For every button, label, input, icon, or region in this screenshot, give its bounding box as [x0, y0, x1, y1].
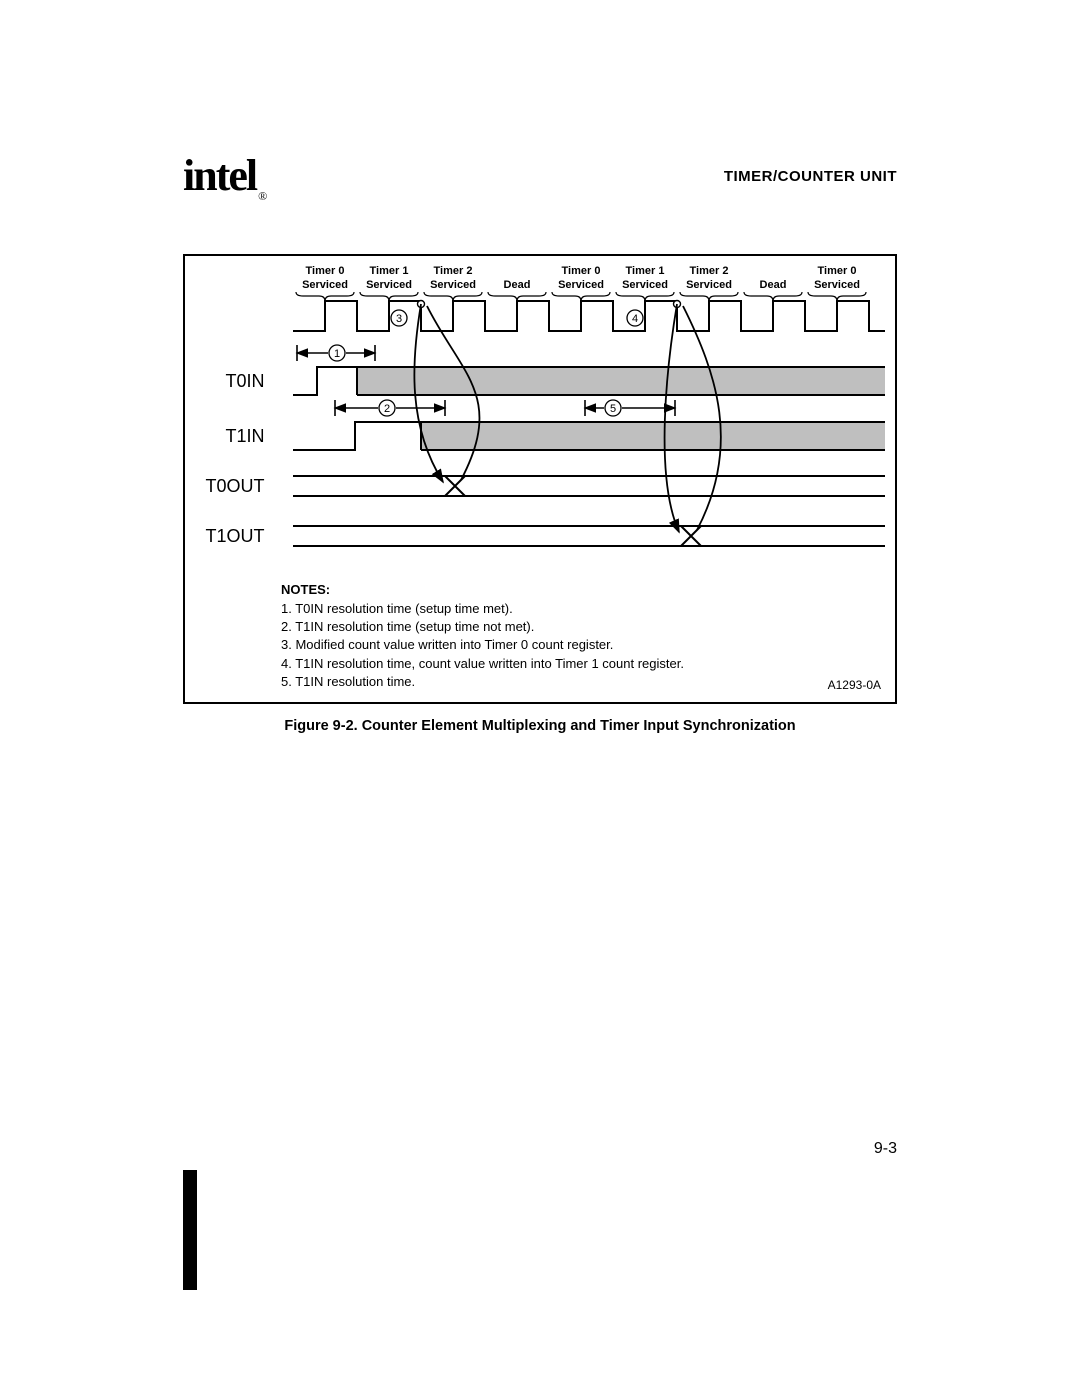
svg-text:T1IN: T1IN — [225, 426, 264, 446]
svg-text:T0OUT: T0OUT — [205, 476, 264, 496]
svg-text:Serviced: Serviced — [686, 279, 732, 291]
svg-text:5: 5 — [610, 403, 616, 415]
svg-text:Dead: Dead — [504, 279, 531, 291]
note-item: 2. T1IN resolution time (setup time not … — [281, 618, 684, 636]
svg-text:T0IN: T0IN — [225, 371, 264, 391]
svg-text:Timer 1: Timer 1 — [626, 265, 665, 277]
svg-text:Serviced: Serviced — [430, 279, 476, 291]
svg-text:Timer 0: Timer 0 — [306, 265, 345, 277]
svg-text:Serviced: Serviced — [558, 279, 604, 291]
page-content: intel® TIMER/COUNTER UNIT Timer 0 Service… — [183, 150, 897, 734]
note-item: 5. T1IN resolution time. — [281, 673, 684, 691]
brand-logo: intel® — [183, 150, 265, 204]
note-item: 4. T1IN resolution time, count value wri… — [281, 655, 684, 673]
notes-block: NOTES: 1. T0IN resolution time (setup ti… — [281, 581, 684, 691]
page-number: 9-3 — [874, 1140, 897, 1158]
svg-text:Timer 2: Timer 2 — [434, 265, 473, 277]
logo-text: intel — [183, 151, 256, 200]
svg-text:Timer 0: Timer 0 — [818, 265, 857, 277]
notes-title: NOTES: — [281, 581, 684, 599]
svg-text:Serviced: Serviced — [366, 279, 412, 291]
figure-caption: Figure 9-2. Counter Element Multiplexing… — [183, 718, 897, 734]
svg-text:3: 3 — [396, 313, 402, 325]
section-title: TIMER/COUNTER UNIT — [724, 168, 897, 185]
figure-code: A1293-0A — [828, 678, 881, 692]
svg-text:T1OUT: T1OUT — [205, 526, 264, 546]
svg-text:Serviced: Serviced — [302, 279, 348, 291]
svg-text:1: 1 — [334, 348, 340, 360]
note-item: 3. Modified count value written into Tim… — [281, 636, 684, 654]
note-item: 1. T0IN resolution time (setup time met)… — [281, 600, 684, 618]
svg-text:Timer 1: Timer 1 — [370, 265, 409, 277]
svg-text:4: 4 — [632, 313, 638, 325]
svg-text:2: 2 — [384, 403, 390, 415]
registered-mark: ® — [258, 189, 265, 203]
binding-bar — [183, 1170, 197, 1290]
svg-text:Serviced: Serviced — [814, 279, 860, 291]
page-header: intel® TIMER/COUNTER UNIT — [183, 150, 897, 204]
svg-text:Serviced: Serviced — [622, 279, 668, 291]
svg-text:Timer 2: Timer 2 — [690, 265, 729, 277]
svg-text:Dead: Dead — [760, 279, 787, 291]
figure-box: Timer 0 Serviced Timer 1 Serviced Timer 2 Ser… — [183, 254, 897, 704]
svg-text:Timer 0: Timer 0 — [562, 265, 601, 277]
